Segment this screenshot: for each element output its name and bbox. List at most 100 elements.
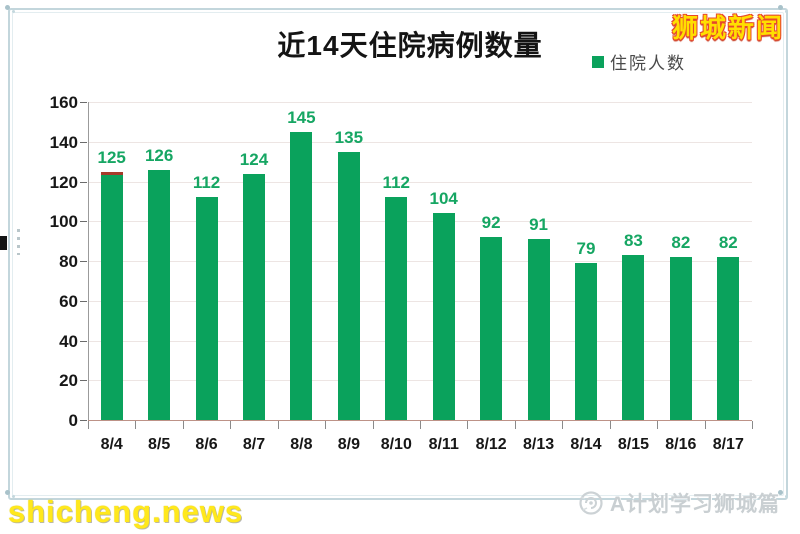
left-edge-marker (0, 236, 7, 250)
bar (385, 197, 408, 420)
bar (337, 151, 360, 420)
x-axis-category-label: 8/5 (148, 436, 171, 453)
bar-value-label: 124 (239, 149, 269, 169)
x-axis-tick (325, 421, 327, 429)
bar-top-stripe (100, 171, 123, 175)
x-axis-category-label: 8/14 (570, 436, 602, 453)
y-axis-label: 120 (49, 172, 78, 192)
frame-corner-ornament (778, 5, 790, 17)
x-axis-tick (657, 421, 659, 429)
y-axis-label: 160 (49, 93, 78, 112)
legend: 住院人数 (592, 49, 686, 74)
x-axis-category-label: 8/7 (242, 436, 266, 453)
gridline (88, 141, 752, 143)
bar (480, 237, 503, 420)
y-axis-label: 60 (59, 291, 78, 311)
chart-title: 近14天住院病例数量 (277, 30, 543, 61)
x-axis-category-label: 8/16 (665, 436, 697, 453)
y-axis-tick (80, 221, 87, 223)
bar (717, 257, 740, 420)
x-axis-tick (704, 421, 706, 429)
x-axis-category-label: 8/6 (195, 436, 218, 453)
gridline (88, 261, 752, 262)
bar (669, 257, 692, 420)
y-axis-tick (80, 261, 87, 262)
bar (195, 197, 218, 420)
bar-value-label: 126 (144, 145, 174, 165)
bar-value-label: 145 (287, 107, 316, 127)
y-axis-label: 100 (49, 212, 78, 232)
x-axis-tick (277, 421, 279, 429)
bar-value-label: 82 (671, 233, 691, 253)
x-axis-category-label: 8/11 (428, 436, 459, 453)
x-axis-category-label: 8/13 (522, 436, 555, 453)
x-axis-tick (562, 421, 564, 429)
frame-corner-ornament (778, 490, 790, 502)
frame-corner-ornament (5, 490, 17, 502)
x-axis-category-label: 8/12 (475, 436, 507, 453)
bar-value-label: 91 (529, 215, 549, 235)
bar-value-label: 104 (429, 189, 458, 209)
bar (148, 169, 171, 420)
y-axis-label: 80 (59, 252, 78, 271)
x-axis-line (88, 420, 752, 421)
legend-label: 住院人数 (610, 54, 686, 73)
y-axis-label: 20 (59, 371, 78, 391)
left-edge-dots (17, 229, 20, 255)
x-axis-tick (420, 421, 421, 429)
y-axis-line (88, 102, 89, 420)
y-axis-tick (80, 300, 87, 302)
x-axis-category-label: 8/10 (380, 436, 412, 453)
x-axis-tick (467, 421, 469, 429)
bar (527, 239, 550, 420)
chart-frame (5, 5, 790, 502)
x-axis-category-label: 8/9 (337, 436, 360, 453)
x-axis-tick (135, 421, 137, 429)
bar-value-label: 112 (192, 173, 221, 193)
legend-swatch-icon (592, 55, 604, 68)
x-axis-category-label: 8/15 (617, 436, 649, 453)
x-axis-category-label: 8/8 (290, 436, 313, 453)
y-axis-tick (80, 141, 87, 143)
x-axis-tick (514, 421, 516, 429)
watermark-shichengnews: shicheng.news (8, 494, 244, 529)
x-axis-tick (372, 421, 374, 429)
bar (432, 213, 455, 420)
chart-frame-inner-border (12, 12, 784, 496)
bar (290, 131, 313, 420)
x-axis-category-label: 8/17 (712, 436, 744, 453)
y-axis-tick (80, 420, 87, 421)
bar-value-label: 82 (718, 233, 738, 253)
gridline (88, 340, 752, 342)
bar-value-label: 135 (334, 127, 364, 147)
bar (100, 171, 123, 420)
gridline (88, 221, 752, 223)
x-axis-tick (752, 421, 753, 429)
bar-value-label: 83 (623, 231, 643, 251)
x-axis-tick (230, 421, 232, 429)
bar-value-label: 112 (382, 173, 410, 193)
bar-value-label: 125 (97, 147, 126, 167)
bar-value-label: 79 (576, 238, 596, 258)
frame-corner-ornament (5, 5, 17, 17)
x-axis-tick (88, 421, 89, 429)
bar (243, 173, 265, 420)
y-axis-tick (80, 380, 87, 382)
gridline (88, 181, 752, 183)
x-axis-category-label: 8/4 (100, 436, 123, 453)
watermark-aplan: A计划学习狮城篇 (578, 488, 780, 518)
gridline (88, 102, 752, 103)
bar (575, 262, 597, 420)
gridline (88, 300, 752, 302)
x-axis-tick (609, 421, 611, 429)
x-axis-tick (182, 421, 184, 429)
bar (622, 255, 645, 420)
site-logo: 狮城新闻 (671, 13, 784, 43)
lion-badge-icon (579, 491, 603, 515)
gridline (88, 380, 752, 382)
y-axis-label: 40 (59, 331, 78, 351)
y-axis-tick (80, 102, 87, 103)
y-axis-tick (80, 340, 87, 342)
y-axis-label: 140 (49, 132, 78, 152)
